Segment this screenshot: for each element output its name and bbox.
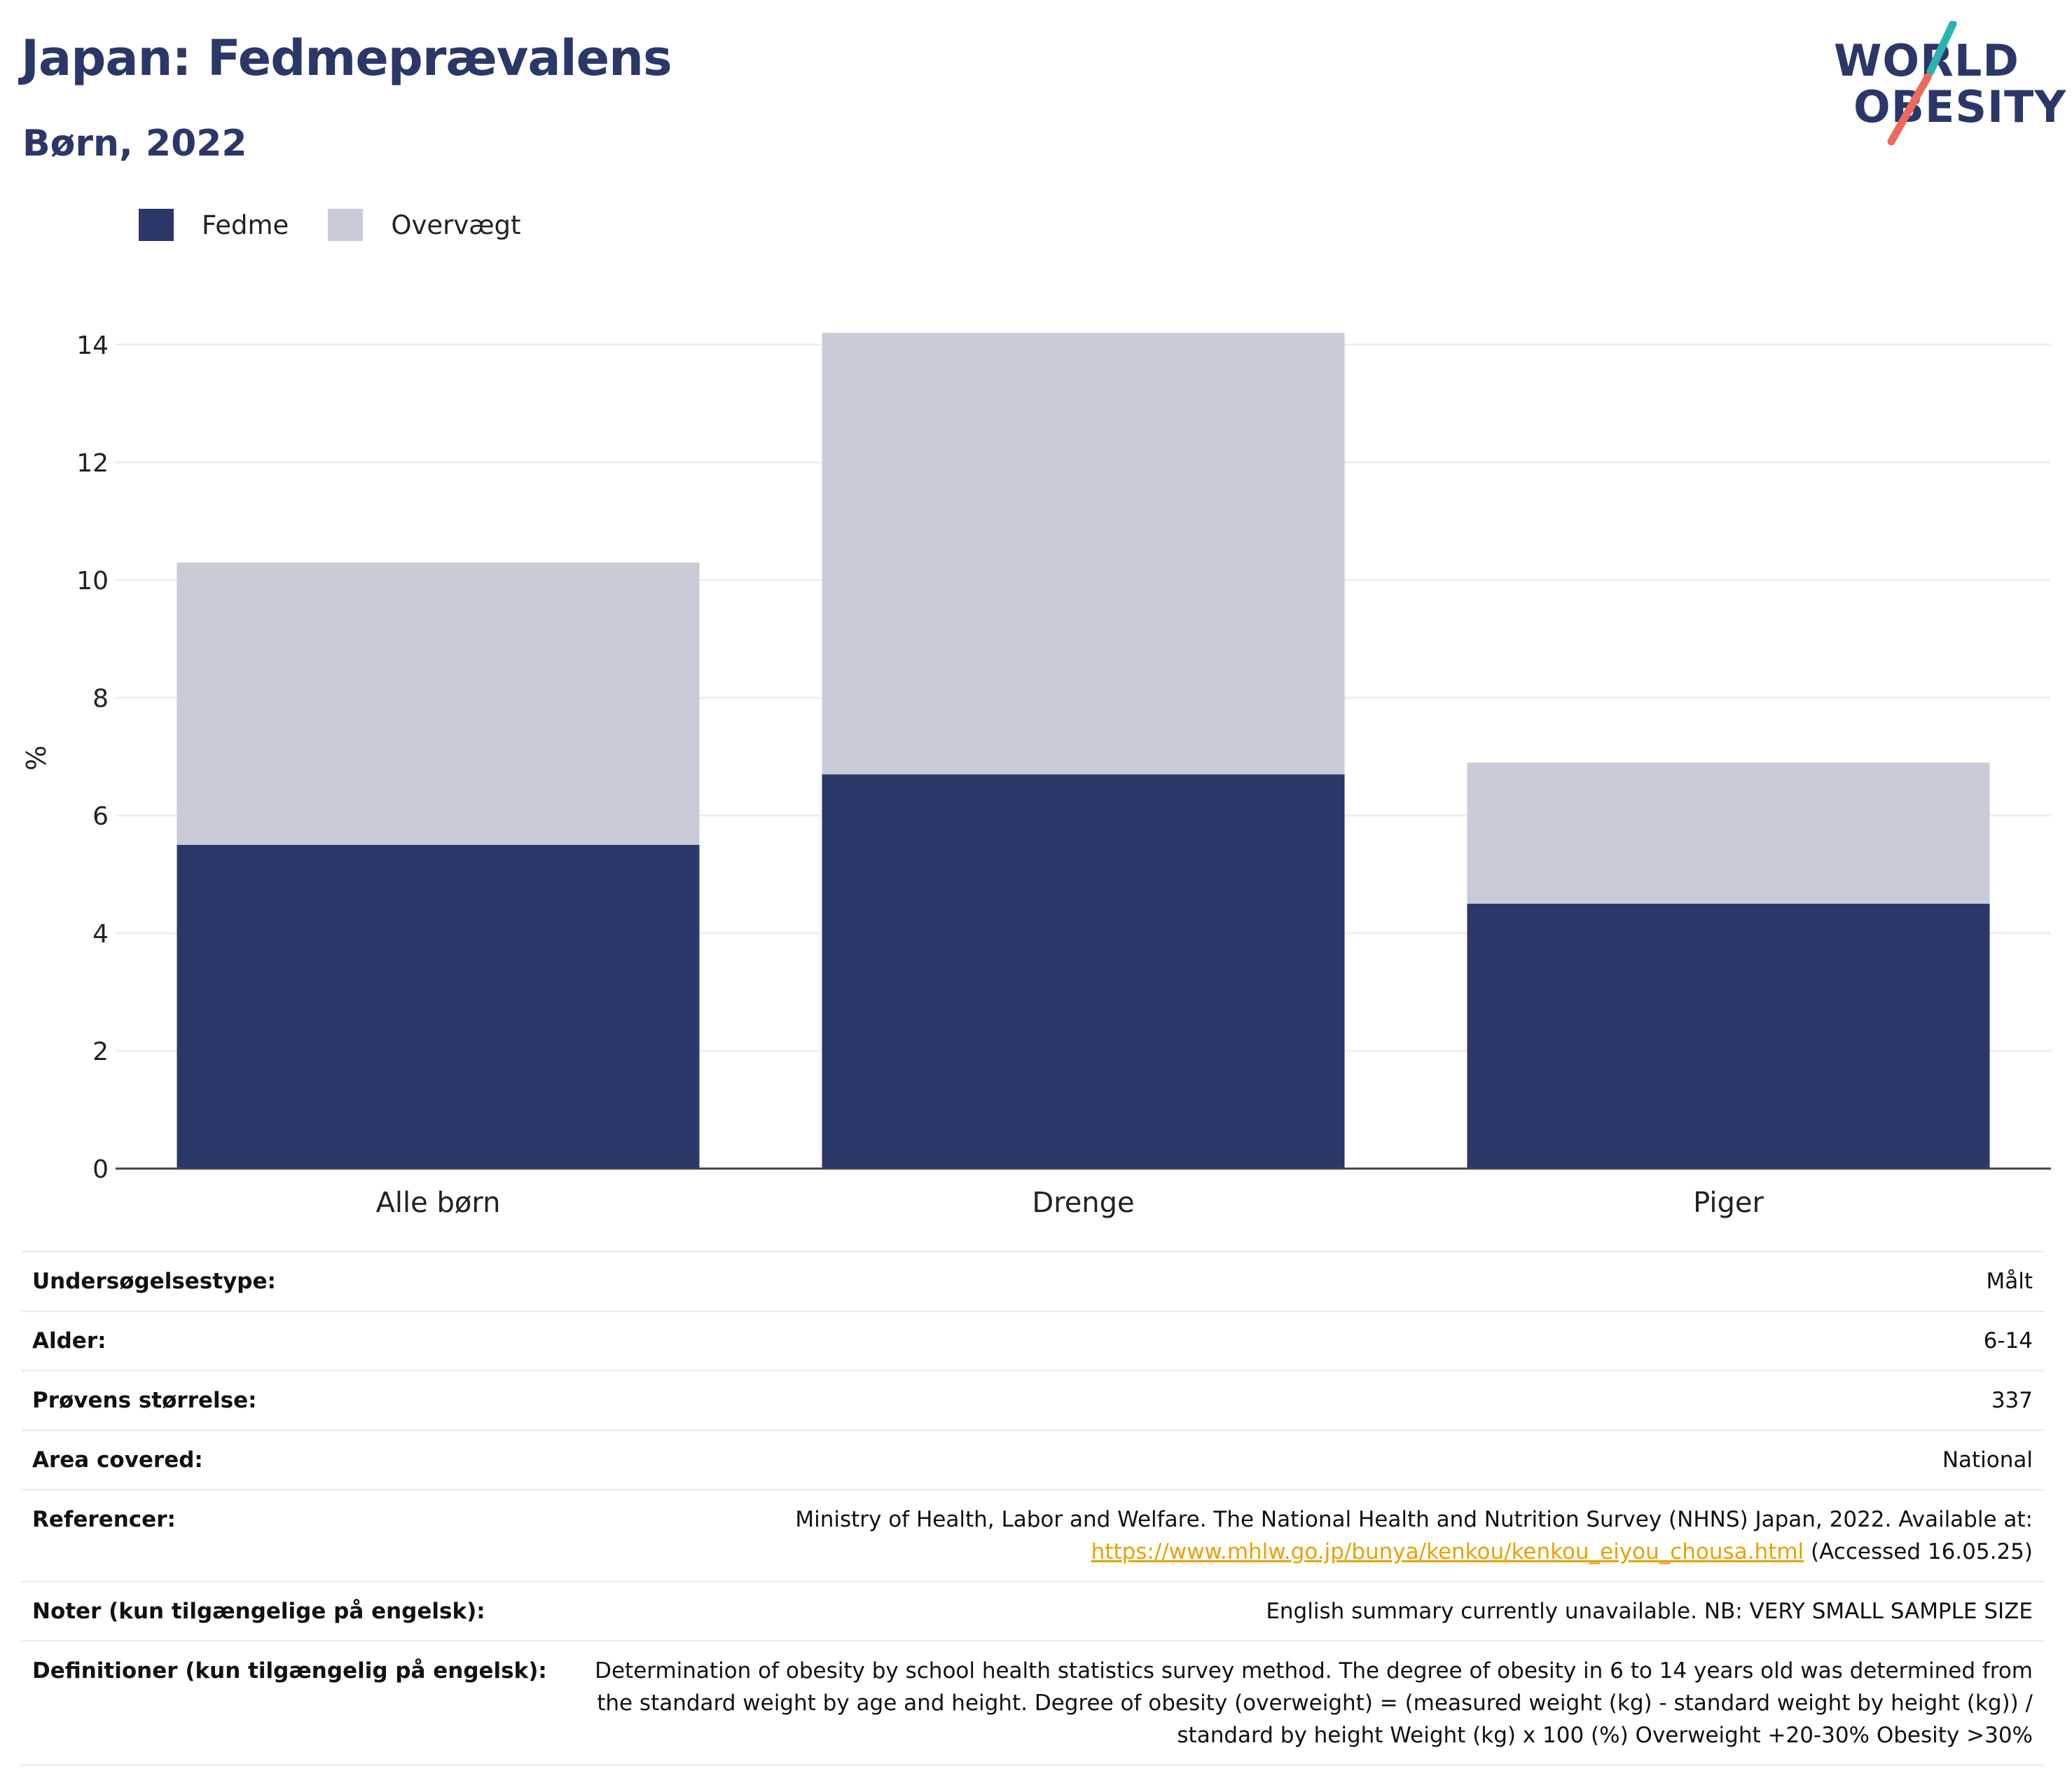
meta-key: Definitioner (kun tilgængelig på engelsk… [32,1658,547,1684]
meta-row-sample-size: Prøvens størrelse: 337 [21,1370,2044,1429]
y-tick-label: 0 [92,1155,109,1184]
bar-fedme [1467,904,1990,1169]
meta-key: Undersøgelsestype: [32,1269,276,1294]
meta-value: 337 [1991,1388,2033,1413]
chart-subtitle: Børn, 2022 [22,123,247,165]
meta-value: Determination of obesity by school healt… [595,1658,2033,1748]
reference-text: Ministry of Health, Labor and Welfare. T… [795,1507,2033,1532]
meta-key: Alder: [32,1328,106,1354]
meta-key: Noter (kun tilgængelige på engelsk): [32,1599,485,1624]
chart-title: Japan: Fedmeprævalens [21,29,672,87]
bar-fedme [822,774,1345,1169]
bar-overvaegt [177,562,700,845]
meta-value: National [1942,1447,2033,1473]
bar-fedme [177,845,700,1169]
meta-key: Referencer: [32,1507,176,1532]
legend-item-fedme[interactable]: Fedme [139,209,289,241]
meta-value: Målt [1986,1269,2033,1294]
y-tick-label: 14 [76,331,109,360]
meta-row-definitions: Definitioner (kun tilgængelig på engelsk… [21,1640,2044,1766]
meta-value: 6-14 [1983,1328,2033,1354]
metadata-table: Undersøgelsestype: Målt Alder: 6-14 Prøv… [21,1251,2044,1766]
y-tick-label: 4 [92,920,109,949]
legend-label-overvaegt: Overvægt [391,209,521,240]
x-tick-label: Piger [1693,1187,1764,1219]
bar-overvaegt [1467,762,1990,904]
bar-overvaegt [822,333,1345,775]
bar-chart: 0 2 4 6 8 10 12 14 Alle børn Drenge Piger [76,331,2051,1219]
y-tick-label: 12 [76,449,109,478]
legend-item-overvaegt[interactable]: Overvægt [328,209,521,241]
legend-label-fedme: Fedme [202,209,289,240]
reference-link[interactable]: https://www.mhlw.go.jp/bunya/kenkou/kenk… [1091,1539,1804,1564]
x-tick-label: Alle børn [376,1187,501,1219]
meta-value: Ministry of Health, Labor and Welfare. T… [795,1503,2033,1568]
logo-slash-icon [1887,21,1957,146]
legend-swatch-overvaegt [328,209,364,241]
chart-legend: Fedme Overvægt [139,209,560,241]
legend-swatch-fedme [139,209,174,241]
meta-row-references: Referencer: Ministry of Health, Labor an… [21,1489,2044,1581]
meta-row-survey-type: Undersøgelsestype: Målt [21,1251,2044,1310]
meta-row-age: Alder: 6-14 [21,1310,2044,1370]
logo-text-line2: OBESITY [1853,81,2067,132]
meta-row-notes: Noter (kun tilgængelige på engelsk): Eng… [21,1581,2044,1640]
meta-key: Area covered: [32,1447,203,1473]
world-obesity-logo: WORLD OBESITY [1821,21,2066,147]
y-tick-label: 10 [76,567,109,596]
meta-row-area: Area covered: National [21,1429,2044,1489]
reference-accessed: (Accessed 16.05.25) [1804,1539,2033,1564]
y-tick-label: 8 [92,684,109,713]
y-tick-label: 2 [92,1038,109,1066]
x-tick-label: Drenge [1032,1187,1134,1219]
y-tick-label: 6 [92,802,109,831]
meta-value: English summary currently unavailable. N… [1266,1599,2033,1624]
meta-key: Prøvens størrelse: [32,1388,257,1413]
